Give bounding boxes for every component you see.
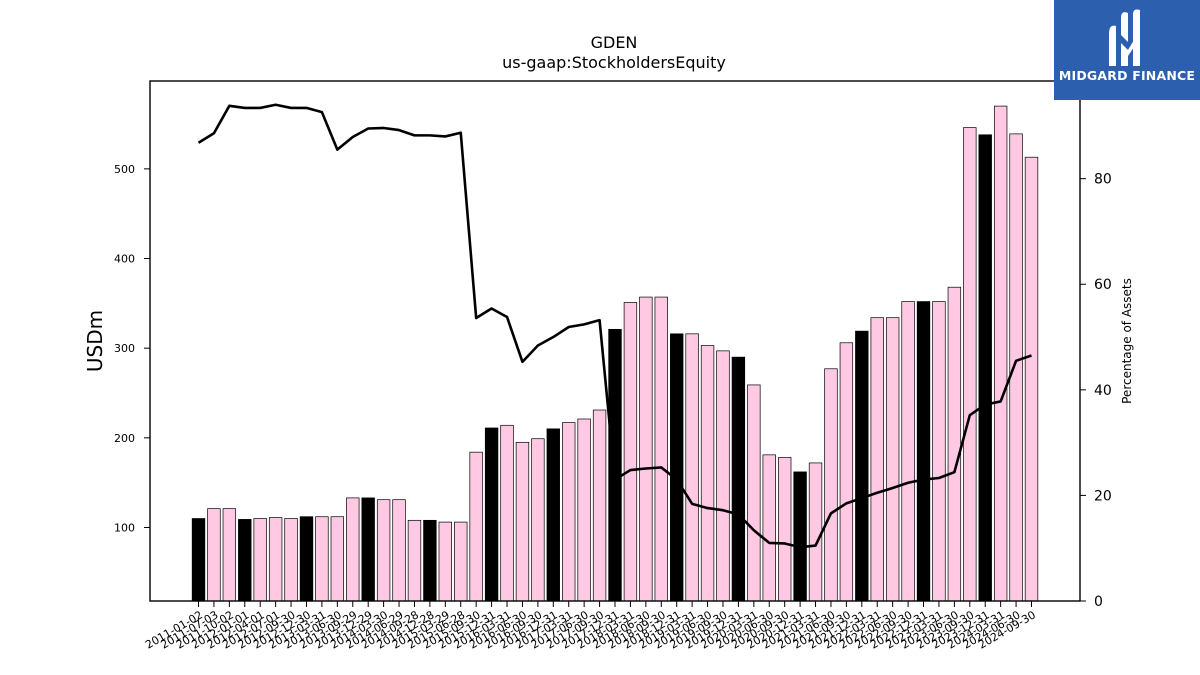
bar: [330, 516, 345, 602]
bar: [916, 301, 931, 602]
bar: [1009, 133, 1023, 602]
bar: [1024, 156, 1039, 602]
bar: [762, 454, 776, 602]
y-tick-label: 400: [114, 253, 135, 266]
bar: [577, 418, 591, 602]
bar: [284, 518, 298, 602]
bar: [207, 508, 221, 602]
bar: [515, 441, 530, 602]
bar: [747, 384, 761, 602]
bar: [407, 519, 422, 602]
bar: [500, 424, 514, 602]
y-tick-label: 500: [114, 163, 135, 176]
brand-logo: MIDGARD FINANCE: [1054, 0, 1200, 100]
bar: [531, 438, 545, 602]
bar: [700, 345, 715, 602]
y-axis-right: 0 20 40 60 80: [1080, 172, 1112, 610]
bar: [546, 428, 560, 602]
bar: [885, 317, 900, 602]
bar: [947, 286, 962, 602]
bar: [824, 368, 838, 602]
y2-tick-label: 60: [1094, 277, 1112, 293]
bar: [592, 409, 607, 602]
bar: [685, 333, 699, 602]
y2-tick-label: 40: [1094, 383, 1112, 399]
bar: [423, 519, 437, 602]
bar: [562, 422, 576, 602]
bar: [238, 519, 252, 602]
bar: [361, 497, 375, 602]
bars-layer: [191, 105, 1039, 602]
brand-name: MIDGARD FINANCE: [1058, 68, 1196, 83]
bar: [993, 105, 1008, 602]
series-line: [197, 103, 1032, 549]
bar: [438, 521, 452, 602]
bar: [484, 427, 499, 602]
line-layer: [197, 103, 1032, 549]
bar: [654, 296, 668, 602]
midgard-m-logo-icon: [1109, 9, 1140, 66]
y-tick-label: 200: [114, 432, 135, 445]
bar: [253, 518, 267, 602]
bar: [839, 342, 854, 602]
bar: [808, 462, 823, 602]
bar: [670, 333, 684, 602]
bar: [376, 499, 391, 602]
chart-title: GDEN: [591, 33, 638, 52]
bar: [793, 471, 807, 602]
y-tick-label: 300: [114, 342, 135, 355]
bar: [870, 317, 884, 602]
bar: [978, 134, 992, 602]
bar: [608, 328, 622, 602]
bar: [855, 330, 869, 602]
bar: [901, 301, 915, 602]
bar: [623, 302, 638, 602]
bar: [731, 356, 746, 602]
bar: [315, 516, 329, 602]
y2-tick-label: 20: [1094, 488, 1112, 504]
chart-subtitle: us-gaap:StockholdersEquity: [502, 53, 726, 72]
bar: [346, 497, 360, 602]
y2-tick-label: 80: [1094, 172, 1112, 188]
bar: [191, 518, 206, 602]
bar: [963, 127, 977, 602]
bar: [392, 499, 406, 602]
bar: [222, 508, 237, 602]
bar: [268, 517, 283, 602]
y2-tick-label: 0: [1094, 594, 1103, 610]
bar: [932, 301, 946, 602]
y-axis-left: 100 200 300 400 500: [114, 163, 150, 534]
bar: [299, 516, 314, 602]
bar: [454, 521, 468, 602]
bar: [778, 457, 792, 602]
y2-axis-label: Percentage of Assets: [1120, 278, 1134, 404]
bar: [469, 451, 483, 602]
bar: [639, 296, 653, 602]
bar: [716, 350, 730, 602]
y-tick-label: 100: [114, 521, 135, 534]
x-axis: 2011-01-022011-07-032011-10-022012-01-01…: [143, 601, 1038, 652]
y-axis-label: USDm: [83, 310, 107, 372]
